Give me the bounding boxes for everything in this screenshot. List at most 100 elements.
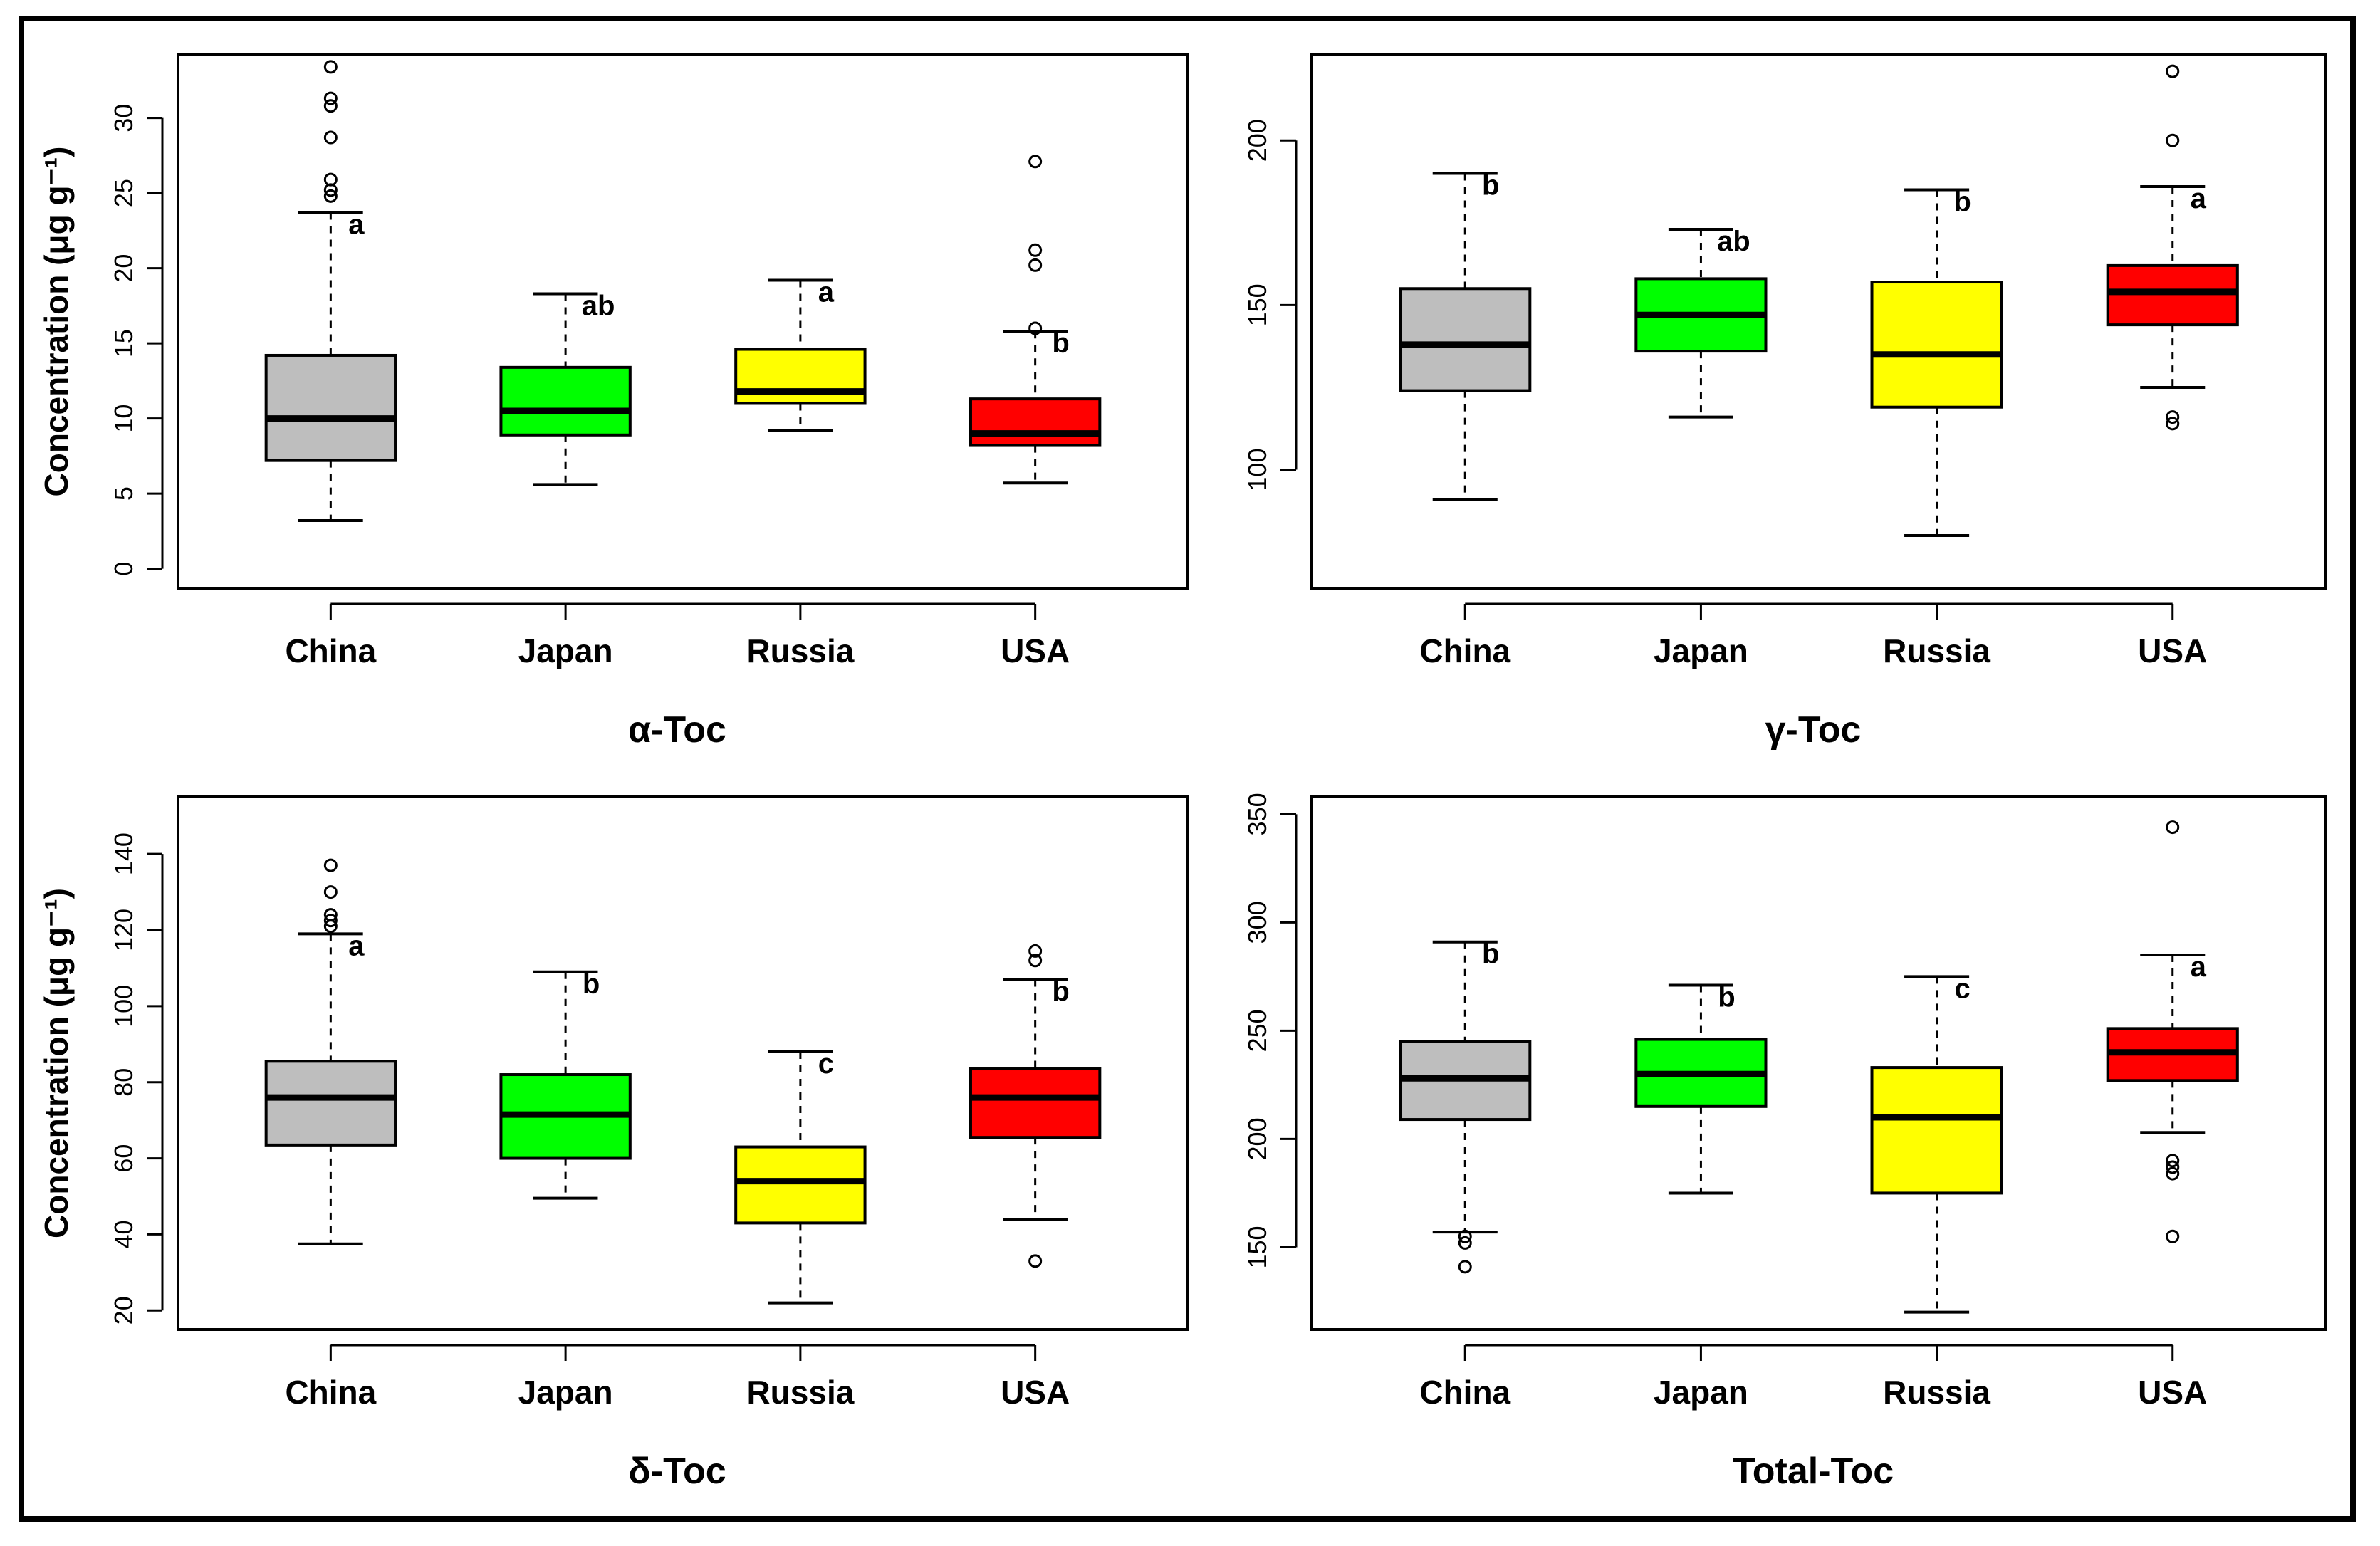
panel3-y-tick-label: 60 (109, 1144, 138, 1173)
panel3-outlier-china (323, 914, 338, 928)
figure-frame (19, 16, 2356, 1522)
panel4-letter-japan: b (1718, 982, 1735, 1013)
panel1-y-tick-label: 15 (109, 329, 138, 357)
panel1-outlier-china (323, 60, 338, 74)
panel1-y-tick-label: 30 (109, 104, 138, 132)
panel3-letter-russia: c (818, 1048, 834, 1080)
panel3-outlier-usa (1028, 944, 1043, 958)
panel3-outlier-usa (1028, 954, 1043, 968)
panel1-outlier-usa (1028, 321, 1043, 335)
panel1-outlier-usa (1028, 155, 1043, 169)
panel1-plot-border (177, 53, 1189, 590)
panel1-y-tick-label: 5 (109, 486, 138, 501)
panel3-y-tick-label: 100 (109, 985, 138, 1028)
panel4-outlier-china (1458, 1260, 1472, 1274)
panel4-y-tick-label: 300 (1243, 901, 1272, 944)
panel3-box-russia (734, 1145, 867, 1225)
panel2-letter-china: b (1482, 169, 1499, 201)
panel2-y-tick-label: 150 (1243, 283, 1272, 326)
panel4-plot-border (1310, 795, 2327, 1331)
panel3-x-label-japan: Japan (518, 1374, 613, 1411)
panel2-y-tick-label: 100 (1243, 449, 1272, 491)
panel3-outlier-usa (1028, 1254, 1043, 1268)
panel2-title: γ-Toc (1765, 709, 1862, 751)
panel4-outlier-usa (2166, 1160, 2180, 1174)
panel2-outlier-usa (2166, 133, 2180, 147)
panel3-x-label-russia: Russia (746, 1374, 854, 1411)
panel2-letter-usa: a (2191, 183, 2207, 214)
panel4-box-russia (1870, 1066, 2003, 1195)
panel3-letter-china: a (348, 930, 365, 961)
panel3-outlier-china (323, 858, 338, 872)
panel3-box-china (264, 1060, 397, 1147)
panel2-letter-russia: b (1953, 187, 1971, 218)
panel3-outlier-china (323, 885, 338, 899)
panel4-x-label-russia: Russia (1883, 1374, 1990, 1411)
panel3-y-tick-label: 80 (109, 1068, 138, 1097)
panel1-y-tick-label: 25 (109, 179, 138, 207)
panel1-y-tick-label: 20 (109, 254, 138, 283)
panel3-box-usa (969, 1067, 1102, 1139)
panel1-y-tick-label: 10 (109, 404, 138, 433)
panel4-letter-usa: a (2191, 951, 2207, 983)
panel1-x-label-usa: USA (1001, 632, 1070, 669)
panel4-y-tick-label: 150 (1243, 1226, 1272, 1268)
panel1-outlier-china (323, 99, 338, 113)
panel3-x-label-china: China (285, 1374, 376, 1411)
panel4-letter-china: b (1482, 939, 1499, 970)
panel2-box-usa (2106, 263, 2239, 327)
panel1-y-axis-title: Concentration (μg g⁻¹) (38, 147, 75, 497)
panel1-box-usa (969, 397, 1102, 447)
panel1-title: α-Toc (628, 709, 726, 751)
panel4-x-label-japan: Japan (1654, 1374, 1748, 1411)
panel1-outlier-usa (1028, 243, 1043, 257)
panel2-box-russia (1870, 281, 2003, 409)
panel1-x-label-russia: Russia (746, 632, 854, 669)
panel1-outlier-china (323, 172, 338, 187)
panel4-outlier-china (1458, 1236, 1472, 1250)
panel3-plot-border (177, 795, 1189, 1331)
panel3-y-tick-label: 20 (109, 1296, 138, 1325)
panel1-outlier-usa (1028, 258, 1043, 272)
panel1-box-china (264, 353, 397, 462)
panel3-letter-usa: b (1052, 976, 1069, 1007)
panel2-x-label-japan: Japan (1654, 632, 1748, 669)
panel4-x-label-china: China (1419, 1374, 1510, 1411)
panel4-letter-russia: c (1954, 973, 1970, 1004)
panel1-letter-japan: ab (582, 290, 615, 321)
panel1-letter-russia: a (818, 276, 835, 308)
panel1-letter-china: a (348, 209, 365, 241)
panel2-y-tick-label: 200 (1243, 119, 1272, 162)
panel2-box-china (1399, 287, 1532, 392)
panel3-outlier-china (323, 908, 338, 922)
panel1-outlier-china (323, 91, 338, 105)
panel1-outlier-china (323, 189, 338, 203)
panel1-letter-usa: b (1052, 328, 1069, 359)
panel4-x-label-usa: USA (2138, 1374, 2207, 1411)
panel2-outlier-usa (2166, 417, 2180, 431)
panel2-outlier-usa (2166, 410, 2180, 424)
panel2-x-label-russia: Russia (1883, 632, 1990, 669)
panel1-box-japan (499, 365, 632, 437)
panel4-y-tick-label: 250 (1243, 1009, 1272, 1052)
panel2-x-label-china: China (1419, 632, 1510, 669)
panel3-y-tick-label: 40 (109, 1220, 138, 1248)
panel2-letter-japan: ab (1717, 226, 1750, 257)
panel3-y-axis-title: Concentration (μg g⁻¹) (38, 888, 75, 1238)
panel4-outlier-usa (2166, 1166, 2180, 1181)
panel4-outlier-usa (2166, 1229, 2180, 1243)
panel3-y-tick-label: 140 (109, 832, 138, 875)
panel3-y-tick-label: 120 (109, 909, 138, 951)
panel4-outlier-usa (2166, 820, 2180, 835)
panel2-x-label-usa: USA (2138, 632, 2207, 669)
panel4-outlier-china (1458, 1229, 1472, 1243)
panel3-title: δ-Toc (628, 1451, 726, 1492)
panel4-y-tick-label: 350 (1243, 793, 1272, 835)
panel4-y-tick-label: 200 (1243, 1117, 1272, 1160)
panel1-outlier-china (323, 130, 338, 145)
panel2-outlier-usa (2166, 64, 2180, 78)
panel1-box-russia (734, 348, 867, 405)
panel2-plot-border (1310, 53, 2327, 590)
panel3-letter-japan: b (583, 968, 600, 1000)
